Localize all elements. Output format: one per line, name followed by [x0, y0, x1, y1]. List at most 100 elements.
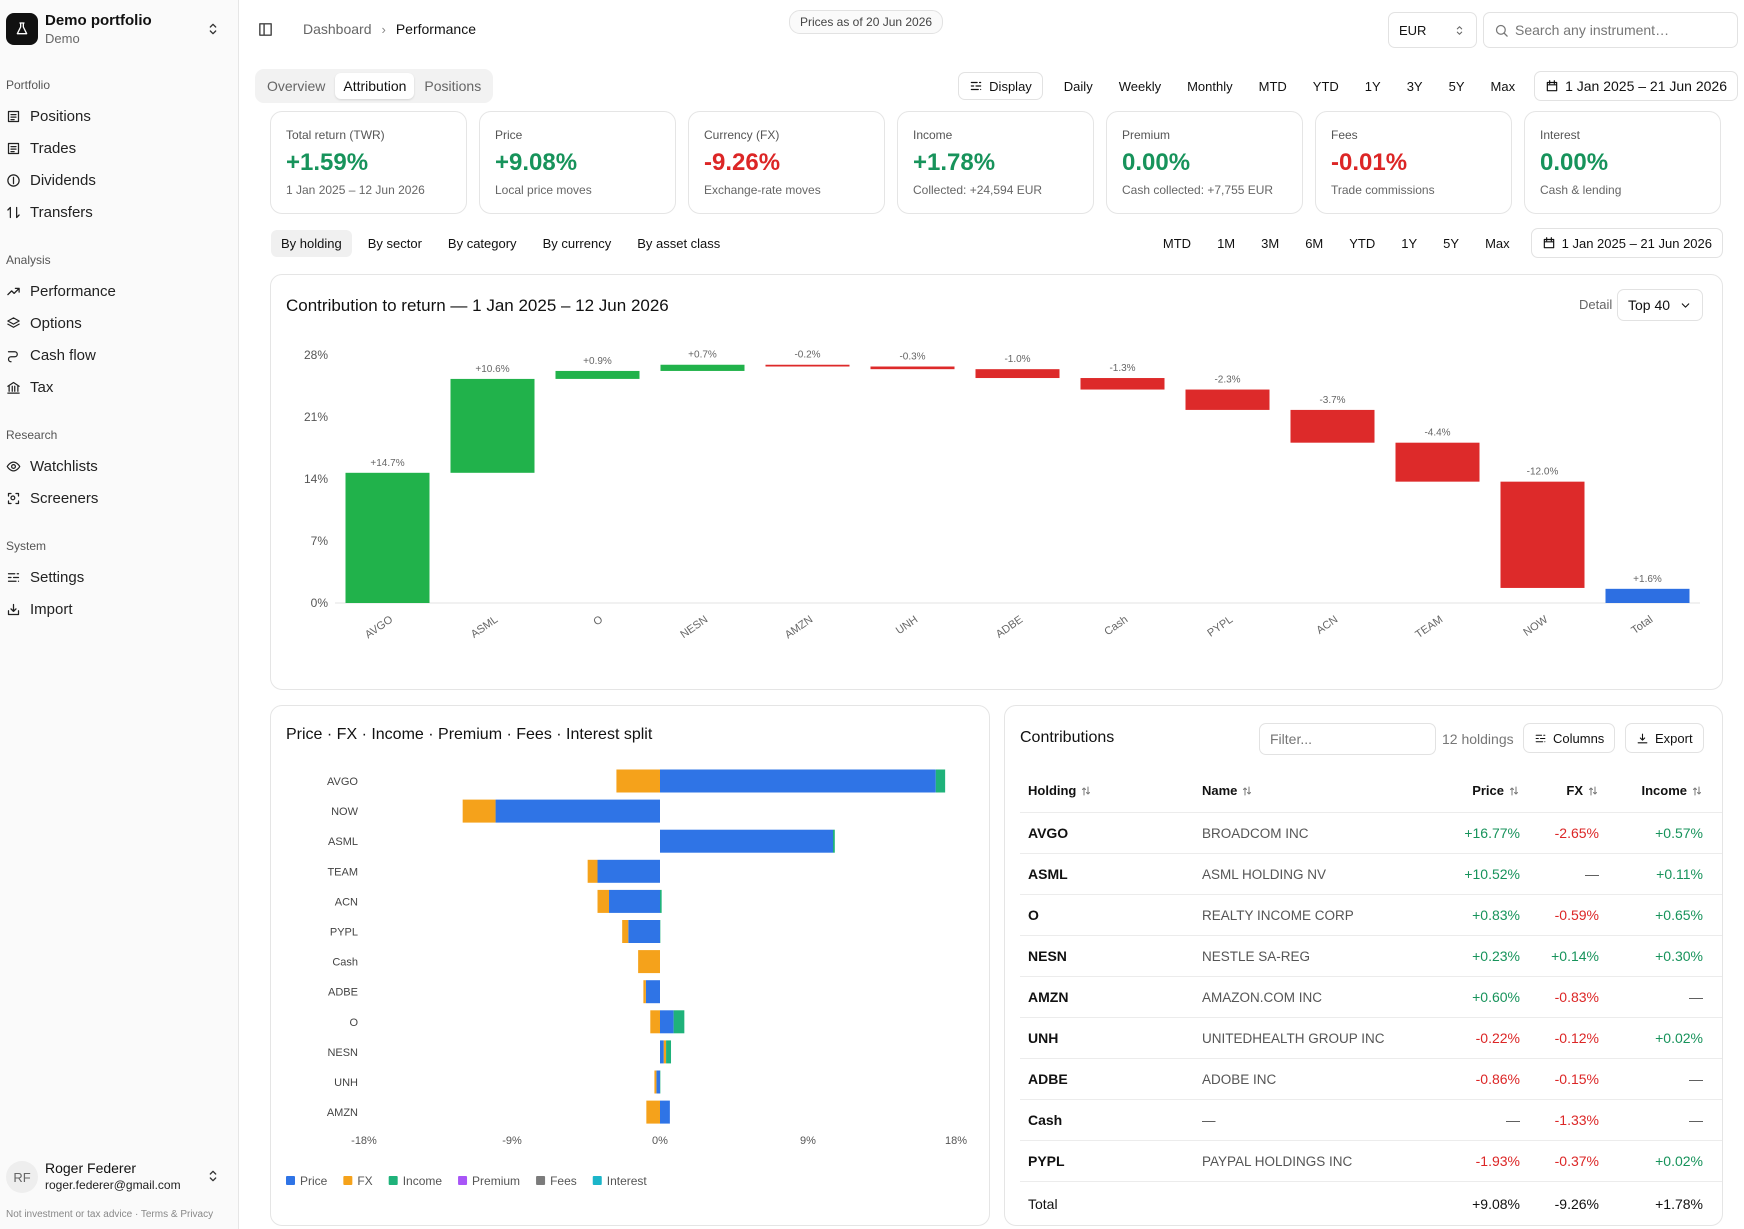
period-option[interactable]: YTD	[1312, 78, 1339, 94]
table-row[interactable]: NESN NESTLE SA-REG +0.23% +0.14% +0.30%	[1020, 935, 1722, 977]
table-row[interactable]: O REALTY INCOME CORP +0.83% -0.59% +0.65%	[1020, 894, 1722, 936]
range-date-label: 1 Jan 2025 – 21 Jun 2026	[1561, 235, 1712, 251]
y-tick-label: AVGO	[327, 776, 358, 788]
range-option[interactable]: 1M	[1217, 235, 1236, 251]
export-button[interactable]: Export	[1625, 723, 1704, 753]
nav-item[interactable]: Tax	[6, 379, 53, 396]
period-option[interactable]: 1Y	[1364, 78, 1381, 94]
nav-item[interactable]: Watchlists	[6, 458, 98, 475]
table-cell: -0.37%	[1528, 1140, 1607, 1182]
group-tab[interactable]: By sector	[367, 236, 422, 251]
legend-swatch	[343, 1176, 353, 1185]
nav-item[interactable]: Trades	[6, 140, 76, 157]
column-header[interactable]: Name	[1194, 768, 1405, 813]
kpi-card: Income +1.78% Collected: +24,594 EUR	[897, 111, 1094, 214]
view-tab[interactable]: Positions	[424, 78, 482, 94]
table-cell: -0.15%	[1528, 1058, 1607, 1100]
table-row[interactable]: AMZN AMAZON.COM INC +0.60% -0.83% —	[1020, 976, 1722, 1018]
bar-segment	[656, 1070, 660, 1094]
column-header[interactable]: Price	[1405, 768, 1528, 813]
icon-shape	[7, 174, 20, 187]
sidebar-toggle[interactable]	[257, 21, 274, 43]
column-header[interactable]: Income	[1607, 768, 1711, 813]
period-option[interactable]: Daily	[1063, 78, 1093, 94]
range-option[interactable]: 1Y	[1401, 235, 1418, 251]
nav-item[interactable]: Performance	[6, 283, 116, 300]
nav-item[interactable]: Transfers	[6, 204, 93, 221]
date-range[interactable]: 1 Jan 2025 – 21 Jun 2026	[1534, 71, 1738, 101]
period-option[interactable]: 3Y	[1406, 78, 1423, 94]
x-tick-label: AMZN	[783, 614, 815, 642]
nav-item[interactable]: Dividends	[6, 172, 96, 189]
range-option[interactable]: MTD	[1162, 235, 1192, 251]
search-box[interactable]: Search any instrument…	[1483, 12, 1738, 48]
bar	[1605, 588, 1690, 603]
table-cell: —	[1528, 853, 1607, 895]
detail-select[interactable]: Top 40	[1617, 289, 1703, 321]
table-cell: -0.12%	[1528, 1017, 1607, 1059]
y-tick-label: Cash	[332, 957, 358, 969]
table-cell: +0.30%	[1607, 935, 1711, 977]
range-option[interactable]: 5Y	[1443, 235, 1460, 251]
period-option[interactable]: 5Y	[1448, 78, 1465, 94]
bar-segment	[660, 829, 833, 853]
bar	[870, 366, 955, 370]
y-tick-label: TEAM	[327, 866, 358, 878]
period-option[interactable]: Monthly	[1187, 78, 1233, 94]
kpi-sub: Cash collected: +7,755 EUR	[1122, 183, 1274, 197]
table-row[interactable]: ASML ASML HOLDING NV +10.52% — +0.11%	[1020, 853, 1722, 895]
group-tab[interactable]: By holding	[271, 230, 352, 257]
column-header[interactable]: FX	[1528, 768, 1607, 813]
kpi-sub: Local price moves	[495, 183, 592, 197]
value-label: +0.9%	[583, 356, 612, 367]
view-tab[interactable]: Attribution	[335, 73, 415, 99]
currency-select[interactable]: EUR	[1388, 12, 1477, 48]
bar	[1290, 409, 1375, 443]
group-tab[interactable]: By currency	[542, 236, 612, 251]
nav-item[interactable]: Import	[6, 601, 73, 618]
nav-label: Trades	[30, 140, 77, 157]
nav-item[interactable]: Cash flow	[6, 347, 96, 364]
period-option[interactable]: MTD	[1258, 78, 1287, 94]
table-row[interactable]: AVGO BROADCOM INC +16.77% -2.65% +0.57%	[1020, 812, 1722, 854]
breadcrumb-item[interactable]: Dashboard	[303, 21, 372, 37]
nav-item[interactable]: Screeners	[6, 490, 98, 507]
y-tick-label: NESN	[327, 1047, 358, 1059]
total-cell: 0.00	[1711, 1182, 1722, 1226]
range-option[interactable]: Max	[1485, 235, 1510, 251]
icon	[6, 461, 21, 472]
footer-note: Not investment or tax advice · Terms & P…	[6, 1209, 214, 1220]
icon	[1546, 80, 1558, 92]
range-option[interactable]: 3M	[1261, 235, 1280, 251]
columns-button[interactable]: Columns	[1523, 723, 1616, 753]
period-option[interactable]: Weekly	[1118, 78, 1162, 94]
y-tick-label: 28%	[304, 348, 328, 362]
column-header[interactable]: Holding	[1020, 768, 1194, 813]
table-row[interactable]: ADBE ADOBE INC -0.86% -0.15% —	[1020, 1058, 1722, 1100]
period-option[interactable]: Max	[1490, 78, 1516, 94]
table-cell: +10.52%	[1405, 853, 1528, 895]
table-cell-empty	[1711, 1058, 1722, 1100]
table-row[interactable]: Cash — — -1.33% —	[1020, 1099, 1722, 1141]
user-menu[interactable]	[205, 1168, 221, 1189]
column-header[interactable]: Premium	[1711, 768, 1722, 813]
range-date[interactable]: 1 Jan 2025 – 21 Jun 2026	[1530, 228, 1723, 258]
view-tab[interactable]: Overview	[267, 78, 326, 94]
table-row[interactable]: UNH UNITEDHEALTH GROUP INC -0.22% -0.12% +0.…	[1020, 1017, 1722, 1059]
bar-segment	[597, 859, 660, 883]
filter-input[interactable]	[1259, 723, 1436, 755]
icon-shape	[7, 142, 20, 155]
group-tab[interactable]: By asset class	[637, 236, 721, 251]
display-button[interactable]: Display	[958, 72, 1043, 100]
nav-item[interactable]: Positions	[6, 108, 91, 125]
detail-label: Detail	[1579, 297, 1613, 312]
range-option[interactable]: YTD	[1349, 235, 1376, 251]
kpi-card: Fees -0.01% Trade commissions	[1315, 111, 1512, 214]
table-row[interactable]: PYPL PAYPAL HOLDINGS INC -1.93% -0.37% +0.02…	[1020, 1140, 1722, 1182]
nav-item[interactable]: Options	[6, 315, 82, 332]
nav-item[interactable]: Settings	[6, 569, 84, 586]
portfolio-switch[interactable]	[205, 21, 221, 42]
range-option[interactable]: 6M	[1305, 235, 1324, 251]
bar	[1395, 442, 1480, 482]
group-tab[interactable]: By category	[447, 236, 517, 251]
